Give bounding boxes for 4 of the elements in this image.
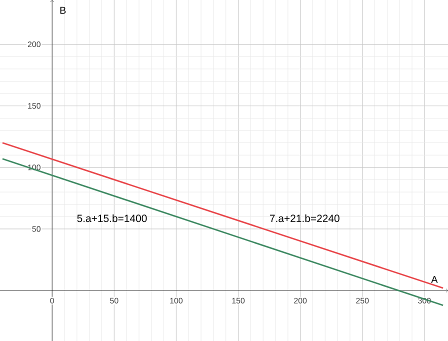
y-axis-title: B bbox=[60, 6, 66, 14]
annotation: 7.a+21.b=2240 bbox=[270, 214, 340, 222]
x-axis-title: A bbox=[431, 276, 438, 283]
annotation: 5.a+15.b=1400 bbox=[77, 214, 147, 222]
